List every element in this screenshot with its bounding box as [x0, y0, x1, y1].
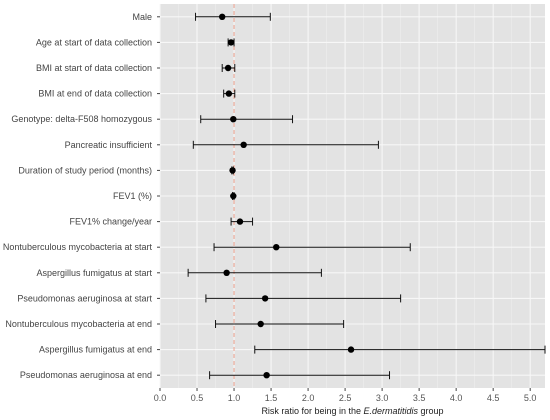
estimate-point	[229, 167, 236, 174]
row-label: Aspergillus fumigatus at end	[39, 345, 152, 355]
forest-rows: Male Age at start of data collection BMI a…	[3, 12, 546, 380]
x-axis-label-suffix: group	[418, 406, 444, 416]
forest-row: Aspergillus fumigatus at start	[36, 268, 322, 278]
forest-row: Age at start of data collection	[36, 37, 235, 47]
estimate-point	[218, 13, 226, 20]
x-axis: 0.0 0.5 1.0 1.5 2.0 2.5 3.0 3.5 4.0 4.5 5.0	[154, 388, 537, 403]
x-tick-label: 4.5	[487, 393, 500, 403]
forest-row: Male	[132, 12, 271, 22]
estimate-point	[227, 39, 235, 46]
row-label: Pseudomonas aeruginosa at start	[17, 293, 152, 303]
x-tick-label: 3.0	[376, 393, 389, 403]
estimate-point	[240, 141, 247, 148]
row-label: Age at start of data collection	[36, 37, 152, 47]
estimate-point	[230, 116, 237, 123]
row-label: Nontuberculous mycobacteria at start	[3, 242, 153, 252]
x-tick-label: 1.0	[228, 393, 241, 403]
estimate-point	[347, 346, 355, 353]
x-axis-label: Risk ratio for being in the E.dermatitid…	[261, 406, 443, 416]
row-label: Genotype: delta-F508 homozygous	[11, 114, 152, 124]
forest-row: Pancreatic insufficient	[65, 140, 379, 150]
x-tick-label: 0.5	[191, 393, 204, 403]
row-label: BMI at start of data collection	[36, 63, 152, 73]
x-axis-label-prefix: Risk ratio for being in the	[261, 406, 363, 416]
estimate-point	[230, 192, 237, 200]
x-tick-label: 1.5	[265, 393, 278, 403]
estimate-point	[257, 320, 264, 328]
x-axis-label-italic: E.dermatitidis	[364, 406, 419, 416]
row-label: Male	[132, 12, 152, 22]
x-tick-label: 4.0	[450, 393, 463, 403]
row-label: Duration of study period (months)	[18, 165, 152, 175]
forest-row: Nontuberculous mycobacteria at start	[3, 242, 411, 252]
estimate-point	[224, 64, 232, 72]
forest-row: FEV1% change/year	[69, 217, 254, 227]
estimate-point	[223, 269, 230, 276]
x-tick-label: 3.5	[413, 393, 426, 403]
row-label: FEV1 (%)	[113, 191, 152, 201]
x-tick-label: 2.5	[339, 393, 352, 403]
estimate-point	[261, 295, 269, 302]
forest-row: Aspergillus fumigatus at end	[39, 345, 546, 355]
forest-row: BMI at end of data collection	[38, 89, 236, 99]
row-label: Pseudomonas aeruginosa at end	[20, 370, 152, 380]
estimate-point	[273, 244, 280, 251]
estimate-point	[263, 372, 270, 379]
forest-row: FEV1 (%)	[113, 191, 237, 201]
row-label: Aspergillus fumigatus at start	[36, 268, 152, 278]
row-label: FEV1% change/year	[69, 217, 152, 227]
forest-row: Pseudomonas aeruginosa at end	[20, 370, 391, 380]
row-label: Nontuberculous mycobacteria at end	[5, 319, 152, 329]
forest-row: Duration of study period (months)	[18, 165, 236, 175]
forest-row: Nontuberculous mycobacteria at end	[5, 319, 345, 329]
estimate-point	[225, 90, 233, 97]
forest-row: Genotype: delta-F508 homozygous	[11, 114, 294, 124]
row-label: Pancreatic insufficient	[65, 140, 153, 150]
forest-row: Pseudomonas aeruginosa at start	[17, 293, 402, 303]
x-tick-label: 0.0	[154, 393, 167, 403]
x-tick-label: 2.0	[302, 393, 315, 403]
x-tick-label: 5.0	[524, 393, 537, 403]
estimate-point	[236, 218, 244, 225]
forest-row: BMI at start of data collection	[36, 63, 236, 73]
row-label: BMI at end of data collection	[38, 89, 152, 99]
